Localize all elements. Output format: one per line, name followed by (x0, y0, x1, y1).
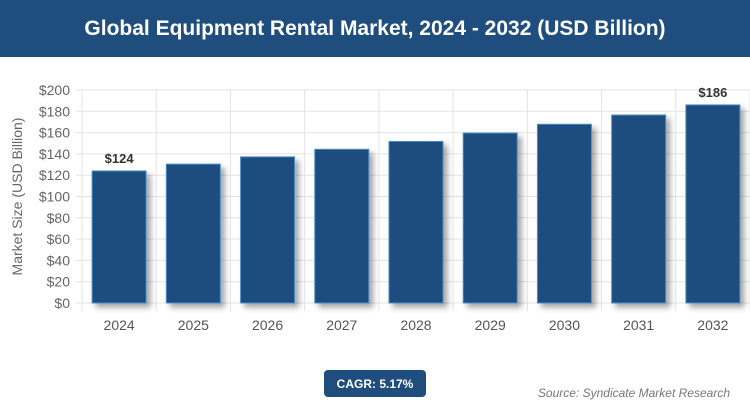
y-tick-label: $0 (54, 295, 70, 311)
y-tick-label: $120 (39, 167, 70, 183)
chart-title: Global Equipment Rental Market, 2024 - 2… (0, 0, 750, 57)
y-tick-label: $200 (39, 82, 70, 98)
cagr-badge: CAGR: 5.17% (324, 370, 426, 397)
x-tick-label: 2030 (549, 317, 580, 333)
bar-2029 (462, 132, 518, 304)
bar-2028 (388, 140, 444, 304)
x-tick-label: 2027 (326, 317, 357, 333)
data-label: $186 (698, 85, 727, 100)
bar-chart: $0 $20 $40 $60 $80 $100 $120 $140 $160 $180 $200 Ma… (9, 82, 750, 333)
bar-2025 (165, 163, 221, 304)
bar-2024 (91, 170, 147, 304)
bar-2032 (685, 104, 741, 304)
y-tick-label: $100 (39, 189, 70, 205)
y-tick-label: $140 (39, 146, 70, 162)
y-tick-label: $180 (39, 103, 70, 119)
bar-2031 (611, 114, 667, 304)
y-axis-label: Market Size (USD Billion) (9, 118, 25, 276)
x-tick-label: 2029 (475, 317, 506, 333)
source-note: Source: Syndicate Market Research (537, 386, 730, 400)
x-tick-label: 2028 (400, 317, 431, 333)
y-tick-label: $160 (39, 125, 70, 141)
x-tick-label: 2026 (252, 317, 283, 333)
x-tick-label: 2031 (623, 317, 654, 333)
y-tick-label: $20 (47, 274, 71, 290)
y-tick-label: $80 (47, 210, 71, 226)
x-tick-label: 2025 (178, 317, 209, 333)
x-tick-label: 2024 (104, 317, 135, 333)
x-tick-label: 2032 (697, 317, 728, 333)
bar-2030 (536, 123, 592, 304)
bar-2027 (314, 148, 370, 304)
data-label: $124 (105, 151, 135, 166)
y-tick-label: $40 (47, 252, 71, 268)
bar-2026 (240, 156, 296, 304)
y-tick-label: $60 (47, 231, 71, 247)
